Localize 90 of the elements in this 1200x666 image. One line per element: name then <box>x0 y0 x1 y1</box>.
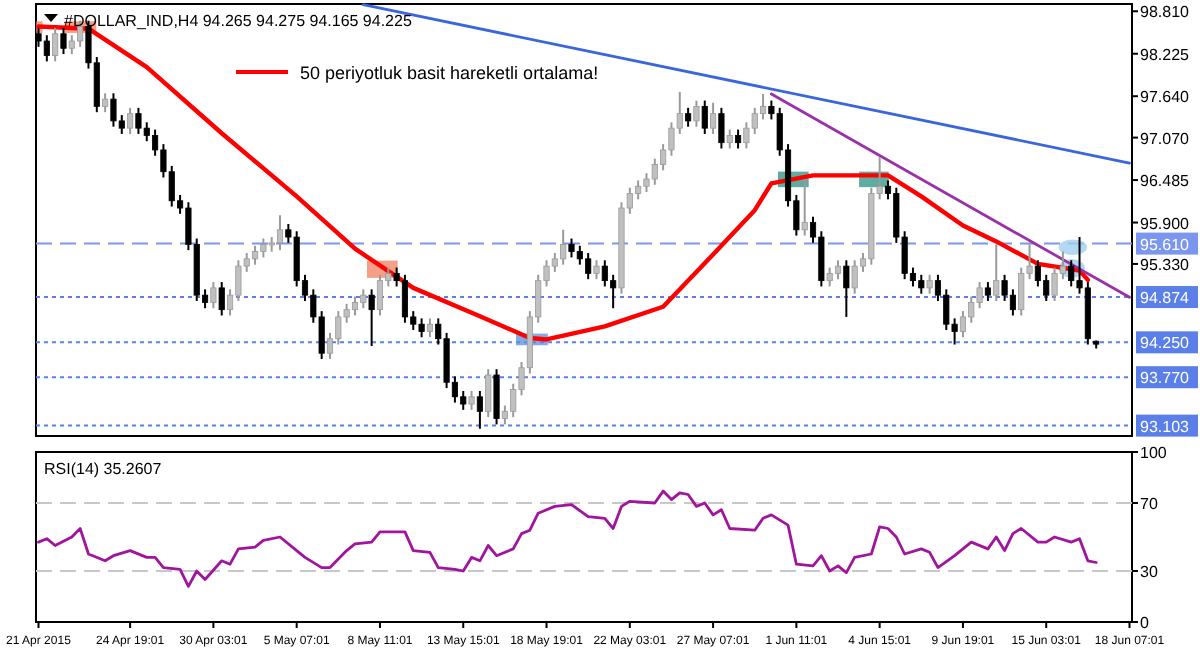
candlestick <box>918 273 925 295</box>
candlestick <box>1001 273 1008 302</box>
candlestick <box>585 252 592 281</box>
ref-line-label: 93.770 <box>1140 369 1191 388</box>
ref-line-label: 93.103 <box>1140 417 1191 436</box>
candlestick <box>926 273 933 295</box>
candlestick <box>351 295 359 317</box>
candlestick <box>368 288 375 347</box>
candlestick <box>276 214 284 252</box>
candlestick <box>135 106 142 135</box>
candlestick <box>260 237 267 259</box>
candlestick <box>759 93 767 121</box>
candlestick <box>551 252 558 273</box>
candlestick <box>701 99 708 135</box>
candlestick <box>335 310 342 346</box>
candlestick <box>560 228 567 266</box>
candlestick <box>210 281 217 310</box>
candlestick <box>976 281 983 310</box>
candlestick <box>251 244 259 266</box>
candlestick <box>418 317 425 339</box>
text: #DOLLAR_IND,H4 94.265 94.275 94.165 94.225 <box>64 12 413 30</box>
candlestick <box>943 288 950 331</box>
ref-line-label: 95.610 <box>1140 235 1191 254</box>
candlestick <box>1018 266 1025 317</box>
candlestick <box>102 92 109 114</box>
candlestick <box>401 273 409 324</box>
candlestick <box>726 128 733 150</box>
candlestick <box>601 259 608 288</box>
candlestick <box>235 259 242 302</box>
candlestick <box>668 121 675 157</box>
candlestick <box>493 368 500 426</box>
candlestick <box>293 230 300 288</box>
y-tick-label: 96.485 <box>1140 172 1191 191</box>
candlestick <box>801 177 808 237</box>
candlestick <box>360 288 367 310</box>
candlestick <box>218 281 225 317</box>
y-tick-label: 100 <box>1140 444 1168 462</box>
candlestick <box>993 243 1000 302</box>
text: RSI(14) 35.2607 <box>44 460 163 478</box>
candlestick <box>127 106 134 135</box>
candlestick <box>60 26 67 56</box>
candlestick <box>718 106 725 150</box>
candlestick <box>818 230 825 288</box>
candlestick <box>43 34 50 63</box>
candlestick <box>710 101 717 135</box>
candlestick <box>685 106 692 128</box>
candlestick <box>593 259 600 281</box>
y-tick-label: 0 <box>1140 614 1150 632</box>
y-tick-label: 30 <box>1140 563 1159 581</box>
candlestick <box>576 244 583 266</box>
candlestick <box>651 157 658 186</box>
line-series <box>37 489 1098 588</box>
candlestick <box>485 368 492 419</box>
candlestick <box>984 281 991 302</box>
candlestick <box>693 99 700 128</box>
y-tick-label: 98.810 <box>1140 3 1191 22</box>
y-tick-label: 97.070 <box>1140 129 1191 148</box>
ref-line-label: 94.250 <box>1140 334 1191 353</box>
y-tick-label: 95.330 <box>1140 255 1191 274</box>
y-tick-label: 95.900 <box>1140 214 1191 233</box>
candlestick <box>476 389 483 430</box>
candlestick <box>376 273 384 317</box>
candlestick <box>735 128 742 150</box>
candlestick <box>110 92 117 128</box>
y-tick-label: 97.640 <box>1140 88 1191 107</box>
candlestick <box>1043 273 1050 302</box>
candlestick <box>826 266 833 288</box>
candlestick <box>52 26 59 63</box>
candlestick <box>143 121 150 143</box>
candlestick <box>1009 288 1016 317</box>
candlestick <box>68 34 75 56</box>
candlestick <box>743 121 750 150</box>
candlestick <box>1068 259 1075 288</box>
candlestick <box>751 106 758 135</box>
y-tick-label: 98.225 <box>1140 45 1191 64</box>
ref-line-label: 94.874 <box>1140 289 1191 308</box>
candlestick <box>426 317 433 339</box>
candlestick <box>834 259 842 281</box>
candlestick <box>851 259 858 295</box>
y-tick-label: 70 <box>1140 495 1159 513</box>
candlestick <box>1051 266 1058 302</box>
candlestick <box>643 172 650 194</box>
candlestick <box>443 331 450 390</box>
legend-label: 50 periyotluk basit hareketli ortalama! <box>300 63 599 83</box>
candlestick <box>568 237 575 259</box>
candlestick <box>843 259 850 318</box>
candlestick <box>460 389 467 411</box>
candlestick <box>468 389 475 411</box>
candlestick <box>968 295 975 324</box>
candlestick <box>610 273 617 310</box>
